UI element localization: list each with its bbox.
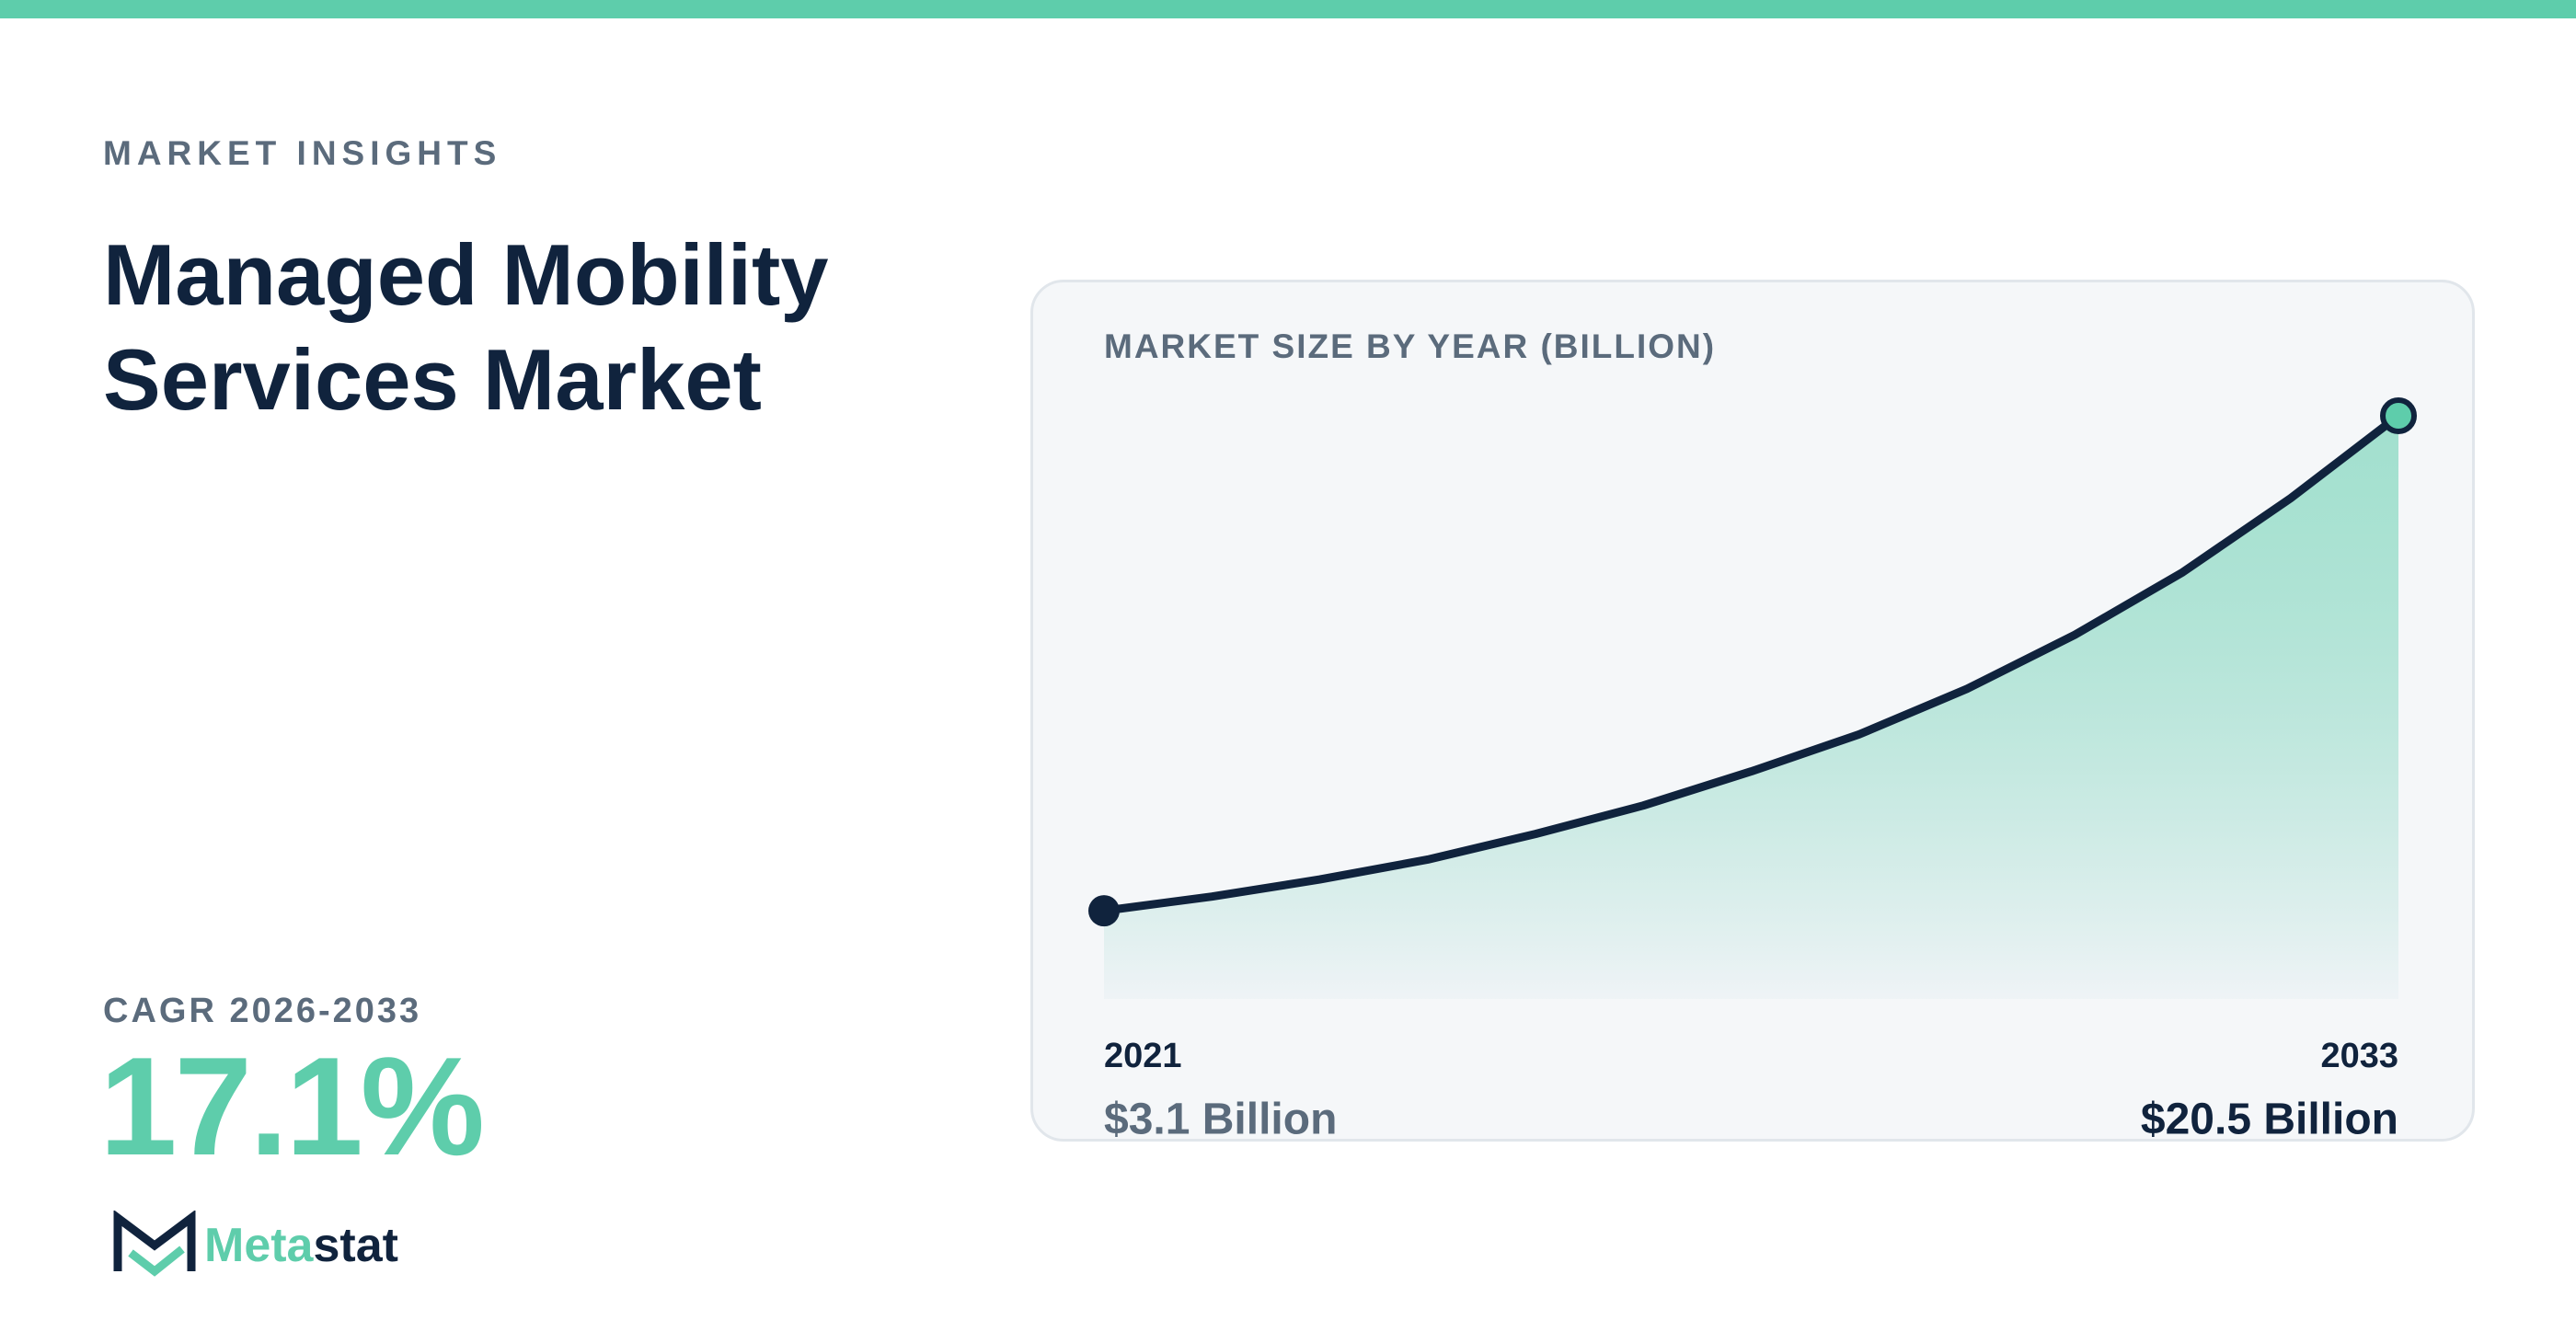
top-accent-bar [0,0,2576,18]
start-marker [1088,895,1120,927]
x-tick-label: 2021 [1104,1037,1182,1075]
cagr-value: 17.1% [99,1028,485,1185]
logo-text: Metastat [204,1218,398,1273]
logo-part: stat [313,1219,398,1272]
page-title: Managed Mobility Services Market [103,226,829,428]
value-label: $3.1 Billion [1104,1096,1337,1140]
cagr-label: CAGR 2026-2033 [103,992,422,1030]
logo: Metastat [112,1210,443,1280]
logo-icon [113,1210,196,1277]
line [1103,412,2401,915]
chart-title: MARKET SIZE BY YEAR (BILLION) [1104,327,1716,365]
value-label: $20.5 Billion [2141,1096,2398,1140]
logo-part: Meta [204,1219,314,1272]
eyebrow: MARKET INSIGHTS [103,134,502,172]
chart: MARKET SIZE BY YEAR (BILLION) 2021 2033 $3… [1088,327,2417,1140]
x-tick-label: 2033 [2320,1037,2398,1075]
end-marker [2380,397,2417,434]
area [1104,416,2398,999]
